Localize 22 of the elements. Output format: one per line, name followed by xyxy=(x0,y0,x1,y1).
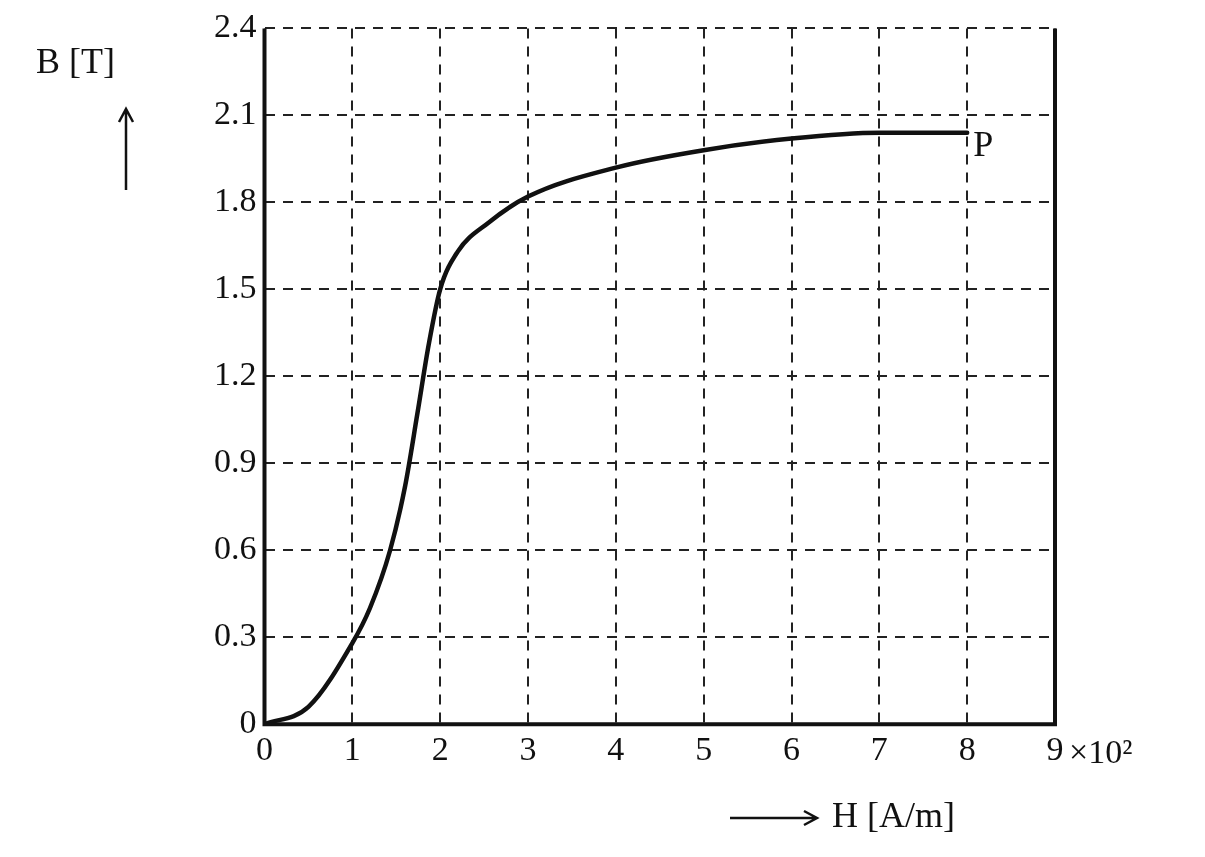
y-tick-label: 1.5 xyxy=(214,268,257,306)
x-tick-label: 5 xyxy=(695,729,713,767)
y-tick-label: 0.3 xyxy=(214,616,257,654)
x-axis-title: H [A/m] xyxy=(832,795,955,836)
y-tick-label: 0.6 xyxy=(214,529,257,567)
y-axis-title: B [T] xyxy=(36,41,115,82)
y-tick-label: 2.1 xyxy=(214,94,257,132)
y-tick-label: 1.2 xyxy=(214,355,257,393)
x-tick-label: 1 xyxy=(343,729,361,767)
y-tick-label: 0 xyxy=(239,703,257,741)
x-tick-label: 3 xyxy=(519,729,537,767)
y-tick-label: 2.4 xyxy=(214,7,257,45)
text: ×10² xyxy=(1069,733,1133,771)
x-tick-label: 2 xyxy=(431,729,449,767)
y-tick-label: 0.9 xyxy=(214,442,257,480)
x-tick-label: 9 xyxy=(1046,729,1064,767)
x-tick-label: 7 xyxy=(870,729,888,767)
y-tick-label: 1.8 xyxy=(214,181,257,219)
x-tick-label: 8 xyxy=(958,729,976,767)
annotation: P xyxy=(973,124,994,165)
x-tick-label: 4 xyxy=(607,729,625,767)
x-tick-label: 6 xyxy=(783,729,800,767)
